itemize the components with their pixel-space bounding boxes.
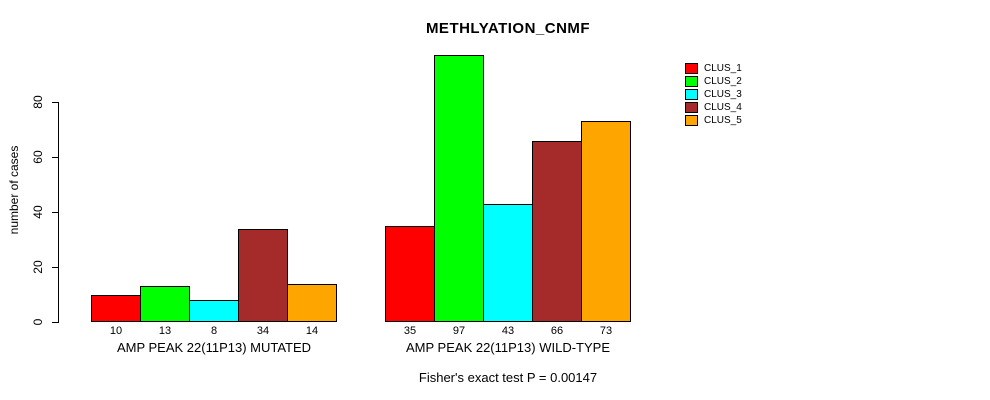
bar-clus_1-group1 [91, 294, 141, 322]
bar-value-label: 34 [256, 325, 270, 337]
bar-clus_2-group2 [434, 55, 484, 322]
bar-value-label: 14 [305, 325, 319, 337]
legend-label: CLUS_2 [704, 75, 742, 87]
bar-value-label: 97 [452, 325, 466, 337]
y-tick-mark [52, 156, 59, 158]
y-tick-mark [52, 266, 59, 268]
y-tick-label: 20 [31, 260, 45, 274]
legend-label: CLUS_3 [704, 88, 742, 100]
legend-swatch-icon [685, 115, 698, 126]
group-label-2: AMP PEAK 22(11P13) WILD-TYPE [406, 340, 610, 355]
legend-label: CLUS_5 [704, 114, 742, 126]
legend-item-clus_1: CLUS_1 [685, 62, 742, 75]
legend-swatch-icon [685, 89, 698, 100]
bar-clus_5-group1 [287, 283, 337, 322]
y-tick-label: 40 [31, 205, 45, 219]
legend-item-clus_4: CLUS_4 [685, 101, 742, 114]
bar-value-label: 35 [403, 325, 417, 337]
y-tick-mark [52, 211, 59, 213]
bar-clus_3-group1 [189, 300, 239, 322]
legend-item-clus_5: CLUS_5 [685, 114, 742, 127]
bar-clus_3-group2 [483, 203, 533, 322]
legend-swatch-icon [685, 76, 698, 87]
bar-clus_1-group2 [385, 225, 435, 322]
legend-swatch-icon [685, 63, 698, 74]
y-tick-label: 0 [31, 318, 45, 326]
legend: CLUS_1 CLUS_2 CLUS_3 CLUS_4 CLUS_5 [685, 62, 742, 127]
bar-value-label: 8 [210, 325, 218, 337]
y-tick-label: 80 [31, 95, 45, 109]
y-tick-label: 60 [31, 150, 45, 164]
fisher-test-annotation: Fisher's exact test P = 0.00147 [418, 370, 598, 385]
bar-clus_2-group1 [140, 286, 190, 322]
bar-clus_4-group1 [238, 228, 288, 322]
y-axis-line [58, 102, 59, 323]
bar-value-label: 73 [599, 325, 613, 337]
chart-title: METHLYATION_CNMF [425, 20, 591, 37]
bar-value-label: 43 [501, 325, 515, 337]
bar-value-label: 66 [550, 325, 564, 337]
legend-label: CLUS_1 [704, 62, 742, 74]
group-label-1: AMP PEAK 22(11P13) MUTATED [116, 340, 312, 355]
y-tick-mark [52, 101, 59, 103]
y-axis-label: number of cases [7, 145, 21, 235]
bar-value-label: 10 [109, 325, 123, 337]
legend-item-clus_2: CLUS_2 [685, 75, 742, 88]
legend-label: CLUS_4 [704, 101, 742, 113]
legend-swatch-icon [685, 102, 698, 113]
bar-value-label: 13 [158, 325, 172, 337]
y-tick-mark [52, 321, 59, 323]
bar-clus_5-group2 [581, 121, 631, 322]
legend-item-clus_3: CLUS_3 [685, 88, 742, 101]
bar-clus_4-group2 [532, 140, 582, 322]
